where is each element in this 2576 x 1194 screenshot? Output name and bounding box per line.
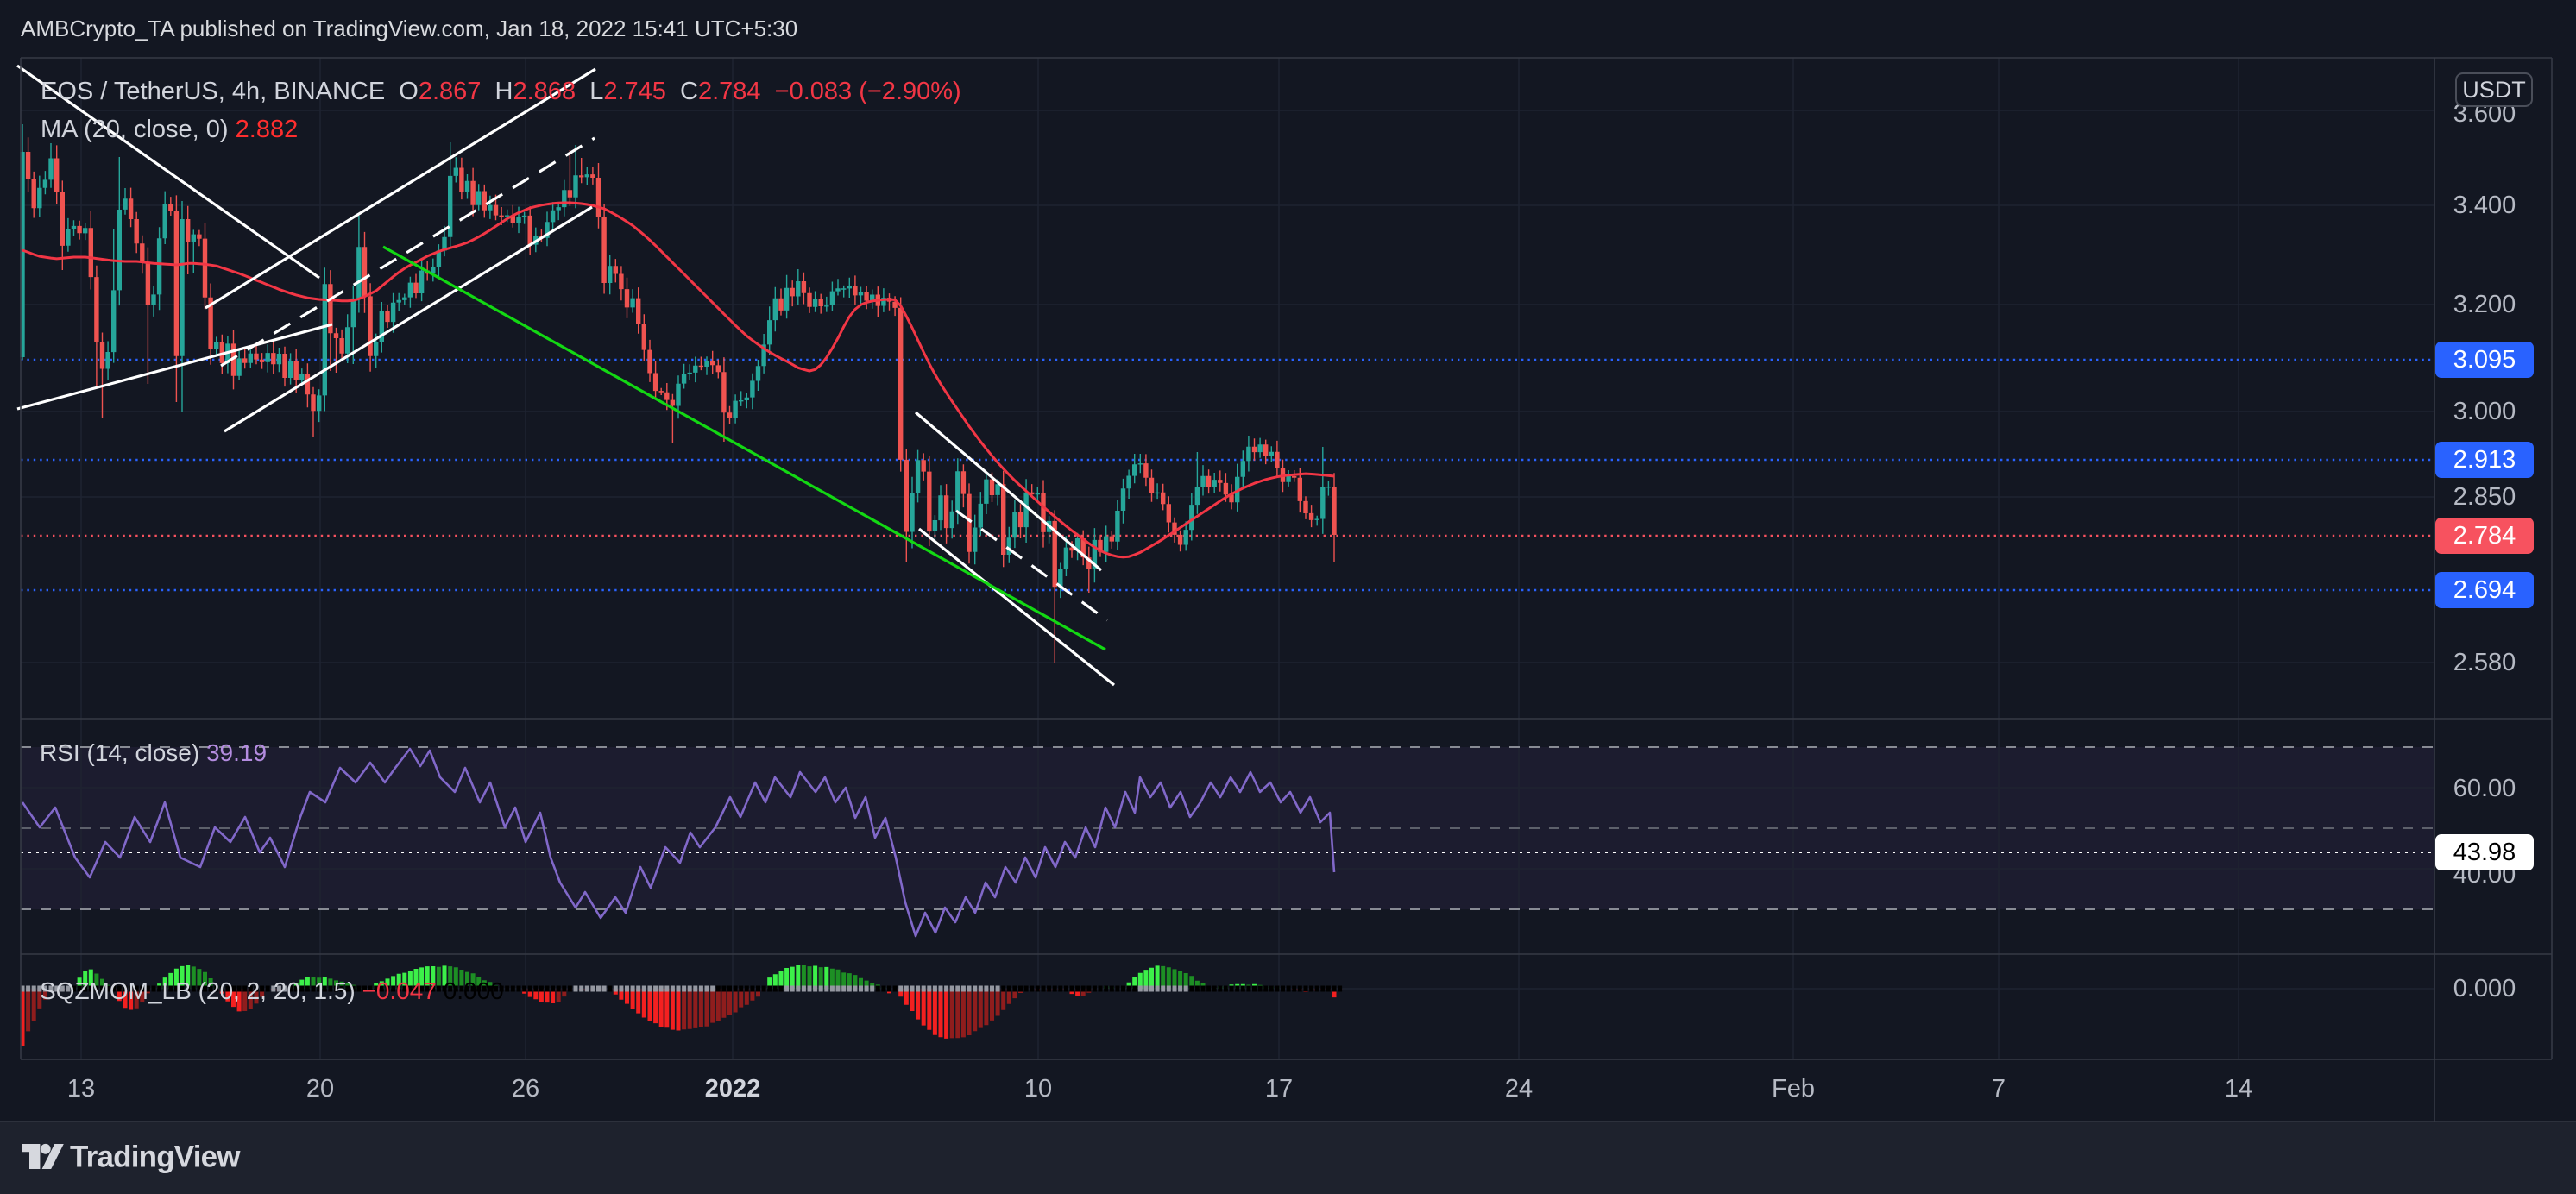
svg-text:TradingView: TradingView [70, 1141, 241, 1174]
svg-text:3.000: 3.000 [2453, 398, 2516, 425]
svg-text:60.00: 60.00 [2453, 775, 2516, 802]
svg-text:2.850: 2.850 [2453, 483, 2516, 511]
svg-text:RSI (14, close) 39.19: RSI (14, close) 39.19 [40, 739, 267, 766]
svg-text:14: 14 [2225, 1075, 2252, 1103]
svg-text:3.095: 3.095 [2453, 346, 2516, 374]
svg-text:0.000: 0.000 [2453, 975, 2516, 1002]
svg-text:Feb: Feb [1772, 1075, 1815, 1103]
svg-text:10: 10 [1024, 1075, 1052, 1103]
svg-text:3.200: 3.200 [2453, 291, 2516, 318]
svg-text:26: 26 [512, 1075, 539, 1103]
svg-text:20: 20 [306, 1075, 334, 1103]
svg-text:2.913: 2.913 [2453, 446, 2516, 474]
svg-text:2022: 2022 [705, 1075, 761, 1103]
svg-text:MA (20, close, 0) 2.882: MA (20, close, 0) 2.882 [41, 116, 298, 143]
svg-text:2.694: 2.694 [2453, 576, 2516, 604]
svg-text:17: 17 [1265, 1075, 1293, 1103]
svg-text:2.784: 2.784 [2453, 522, 2516, 550]
svg-text:EOS / TetherUS, 4h, BINANCE O: EOS / TetherUS, 4h, BINANCE O2.867 H2.86… [41, 78, 961, 105]
svg-text:2.580: 2.580 [2453, 649, 2516, 676]
svg-text:24: 24 [1505, 1075, 1533, 1103]
svg-text:7: 7 [1992, 1075, 2006, 1103]
svg-text:43.98: 43.98 [2453, 839, 2516, 866]
svg-text:3.400: 3.400 [2453, 192, 2516, 219]
svg-text:USDT: USDT [2462, 77, 2526, 103]
svg-text:AMBCrypto_TA published on Trad: AMBCrypto_TA published on TradingView.co… [21, 16, 797, 41]
svg-text:SQZMOM_LB (20, 2, 20, 1.5) −0.: SQZMOM_LB (20, 2, 20, 1.5) −0.047 0.000 [40, 977, 504, 1004]
svg-text:13: 13 [67, 1075, 95, 1103]
